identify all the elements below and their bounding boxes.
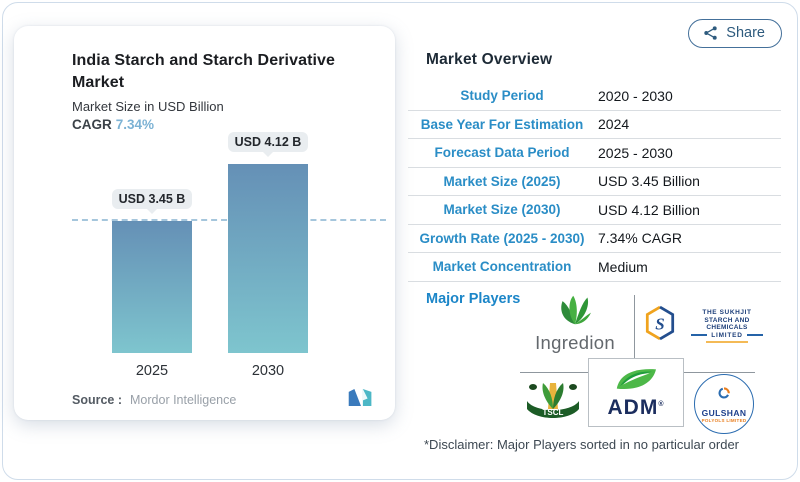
chart-title-line2: Market — [72, 74, 125, 92]
table-row: Forecast Data Period 2025 - 2030 — [408, 139, 781, 168]
bar-2030 — [228, 164, 308, 354]
gulshan-wordmark: GULSHAN — [701, 407, 747, 418]
share-button[interactable]: Share — [688, 19, 782, 48]
share-button-label: Share — [726, 25, 765, 41]
gulshan-g-icon — [716, 386, 732, 407]
table-row: Market Size (2025) USD 3.45 Billion — [408, 168, 781, 196]
market-overview-panel: Market Overview Study Period 2020 - 2030… — [408, 0, 790, 482]
gulshan-subtitle: POLYOLS LIMITED — [701, 417, 747, 423]
cagr-value: 7.34% — [115, 117, 155, 133]
row-value: 2025 - 2030 — [598, 144, 673, 161]
share-icon — [703, 25, 718, 41]
adm-registered-mark: ® — [658, 401, 665, 408]
cagr-label: CAGR — [72, 117, 112, 133]
mordor-intelligence-logo-icon — [348, 389, 374, 411]
market-overview-table: Study Period 2020 - 2030 Base Year For E… — [408, 82, 781, 282]
tree-connector-right — [684, 372, 755, 373]
row-label: Market Size (2030) — [443, 202, 561, 218]
chart-card: India Starch and Starch Derivative Marke… — [14, 26, 395, 420]
tscl-logo: TSCL — [523, 379, 583, 434]
tscl-crest-icon: TSCL — [523, 383, 583, 433]
sukhjit-line3: LIMITED — [711, 331, 743, 339]
source-row: Source : Mordor Intelligence — [72, 389, 386, 411]
adm-logo: ADM® — [588, 358, 684, 427]
rule-left — [691, 334, 708, 336]
sukhjit-line2: STARCH AND CHEMICALS — [704, 316, 750, 331]
market-overview-heading: Market Overview — [426, 51, 553, 68]
table-row: Market Size (2030) USD 4.12 Billion — [408, 196, 781, 225]
row-value: 2024 — [598, 116, 630, 133]
disclaimer-text: *Disclaimer: Major Players sorted in no … — [424, 437, 740, 452]
rule-right — [746, 334, 763, 336]
row-value: 7.34% CAGR — [598, 230, 683, 247]
table-row: Study Period 2020 - 2030 — [408, 82, 781, 111]
row-value: Medium — [598, 258, 648, 275]
chart-title: India Starch and Starch Derivative Marke… — [72, 50, 386, 94]
sukhjit-logo: S THE SUKHJIT STARCH AND CHEMICALS LIMIT… — [643, 305, 771, 346]
bar-2025 — [112, 221, 192, 354]
svg-text:S: S — [655, 314, 664, 333]
tree-connector-vertical — [634, 295, 635, 358]
table-row: Market Concentration Medium — [408, 253, 781, 282]
sukhjit-line1: THE SUKHJIT — [702, 308, 752, 316]
axis-label-2030: 2030 — [251, 363, 285, 380]
ingredion-leaf-icon — [557, 295, 593, 330]
row-value: USD 4.12 Billion — [598, 201, 700, 218]
gulshan-logo: GULSHAN POLYOLS LIMITED — [694, 374, 754, 434]
chart-subtitle: Market Size in USD Billion — [72, 99, 224, 115]
chart-title-line1: India Starch and Starch Derivative — [72, 52, 336, 69]
sukhjit-tagline-mark — [706, 340, 748, 343]
row-label: Growth Rate (2025 - 2030) — [419, 230, 585, 246]
bar-2025-value-callout: USD 3.45 B — [112, 189, 192, 210]
adm-wordmark: ADM® — [607, 396, 665, 419]
tscl-wordmark: TSCL — [543, 408, 564, 417]
adm-leaf-icon — [612, 367, 660, 396]
source-label: Source : — [72, 393, 123, 408]
row-value: USD 3.45 Billion — [598, 173, 700, 190]
sukhjit-hexagon-icon: S — [643, 305, 677, 346]
major-players-heading: Major Players — [426, 291, 521, 307]
cagr-line: CAGR 7.34% — [72, 117, 386, 132]
row-label: Market Concentration — [432, 259, 572, 275]
bar-2030-value-callout: USD 4.12 B — [228, 132, 308, 153]
row-label: Base Year For Estimation — [420, 116, 584, 132]
sukhjit-line3-row: LIMITED — [683, 332, 771, 339]
row-value: 2020 - 2030 — [598, 87, 673, 104]
row-label: Market Size (2025) — [443, 173, 561, 189]
source-value: Mordor Intelligence — [130, 393, 237, 408]
ingredion-wordmark: Ingredion — [535, 332, 615, 353]
bar-chart: USD 3.45 B USD 4.12 B 2025 2030 — [72, 132, 386, 379]
ingredion-logo: Ingredion — [525, 294, 625, 354]
tree-connector-left — [520, 372, 588, 373]
table-row: Growth Rate (2025 - 2030) 7.34% CAGR — [408, 225, 781, 253]
sukhjit-wordmark: THE SUKHJIT STARCH AND CHEMICALS LIMITED — [683, 309, 771, 343]
table-row: Base Year For Estimation 2024 — [408, 111, 781, 139]
row-label: Forecast Data Period — [434, 145, 570, 161]
axis-label-2025: 2025 — [135, 363, 169, 380]
row-label: Study Period — [460, 88, 544, 104]
